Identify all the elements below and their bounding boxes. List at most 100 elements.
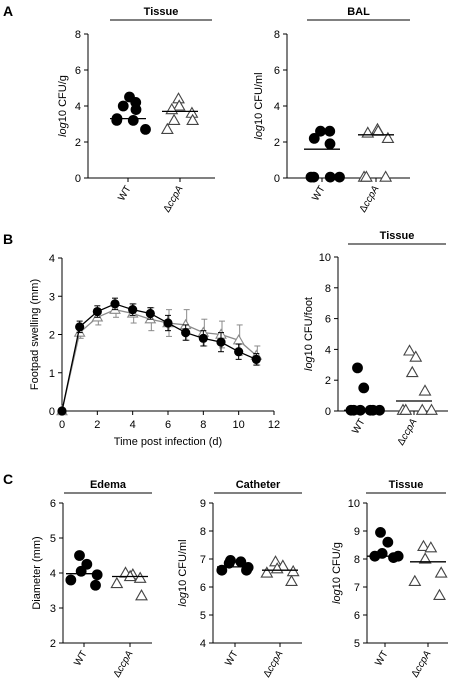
b-tissue-dccpA-point <box>405 365 419 378</box>
c-catheter-category-label: WT <box>223 649 240 668</box>
c-catheter-dccpA-point <box>269 555 282 567</box>
panel-letter-a: A <box>3 3 13 19</box>
c-tissue-WT-point <box>375 527 386 538</box>
b-series-point <box>57 406 67 416</box>
b-y-tick-label: 3 <box>49 291 55 303</box>
c-tissue-WT-point <box>382 536 394 548</box>
b-series-point <box>145 308 155 319</box>
c-tissue-dccpA-point <box>424 541 438 553</box>
b-tissue-plot: Tissue 0 2 4 6 8 10 log10 CFU/foot WT ΔccpA <box>303 230 448 448</box>
c-catheter-WT-point <box>241 564 252 576</box>
a-bal-WT-point <box>324 138 336 150</box>
b-series-point <box>234 347 244 357</box>
c-edema-y-tick-label: 3 <box>50 603 56 615</box>
c-tissue-y-tick-label: 5 <box>354 638 360 650</box>
a-tissue-category-label: ΔccpA <box>162 184 186 215</box>
b-series-point <box>251 354 261 364</box>
c-tissue-category-label: WT <box>373 649 390 668</box>
c-catheter-category-label: ΔccpA <box>262 649 286 680</box>
a-tissue-WT-point <box>111 114 123 126</box>
b-series-point <box>92 306 102 317</box>
c-edema-dccpA-point <box>135 589 148 601</box>
c-tissue-y-tick-label: 9 <box>354 526 360 538</box>
b-series-point <box>216 337 226 347</box>
a-tissue-plot: Tissue 0 2 4 6 8 log10 CFU/g WT ΔccpA <box>57 6 215 215</box>
b-x-tick-label: 8 <box>200 419 206 431</box>
panel-letter-c: C <box>3 471 13 487</box>
a-bal-dccpA-point <box>361 126 375 138</box>
c-edema-y-tick-label: 6 <box>50 498 56 510</box>
b-series-point <box>75 322 85 332</box>
c-tissue-WT-point <box>388 552 399 563</box>
a-tissue-dccpA-point <box>172 99 186 111</box>
a-tissue-WT-point <box>117 100 129 112</box>
b-tissue-y-tick-label: 2 <box>325 375 331 387</box>
panel-letter-b: B <box>3 231 13 247</box>
a-tissue-category-label: WT <box>116 184 133 203</box>
c-catheter-y-tick-label: 9 <box>200 498 206 510</box>
c-edema-dccpA-point <box>133 571 147 583</box>
a-bal-WT-point <box>308 171 320 183</box>
b-y-tick-label: 4 <box>49 253 55 265</box>
b-x-tick-label: 4 <box>130 419 136 431</box>
a-bal-category-label: ΔccpA <box>358 184 382 215</box>
c-catheter-dccpA-point <box>260 566 274 578</box>
c-edema-y-label: Diameter (mm) <box>31 536 43 609</box>
c-catheter-dccpA-point <box>285 574 298 587</box>
b-tissue-y-label: log10 CFU/foot <box>303 297 315 371</box>
b-tissue-WT-point <box>358 382 370 394</box>
b-y-tick-label: 1 <box>49 368 55 380</box>
c-edema-WT-point <box>90 579 101 591</box>
c-edema-WT-point <box>65 574 77 586</box>
c-edema-y-tick-label: 4 <box>50 568 56 580</box>
a-bal-y-tick-label: 2 <box>274 137 280 149</box>
c-catheter-y-tick-label: 7 <box>200 554 206 566</box>
c-catheter-plot: Catheter 4 5 6 7 8 9 log10 CFU/ml WT ΔccpA <box>177 479 302 680</box>
a-tissue-y-tick-label: 8 <box>75 29 81 41</box>
b-series-line <box>61 308 257 412</box>
a-tissue-WT-point <box>140 123 151 135</box>
b-y-tick-label: 2 <box>49 330 55 342</box>
c-catheter-y-tick-label: 5 <box>200 610 206 622</box>
a-tissue-y-tick-label: 2 <box>75 137 81 149</box>
b-x-tick-label: 0 <box>59 419 65 431</box>
c-edema-category-label: WT <box>72 649 89 668</box>
c-catheter-title: Catheter <box>236 479 281 491</box>
b-x-tick-label: 10 <box>233 419 245 431</box>
c-catheter-y-tick-label: 6 <box>200 582 206 594</box>
b-tissue-dccpA-point <box>418 384 432 396</box>
a-bal-dccpA-point <box>381 131 395 143</box>
b-tissue-y-tick-label: 4 <box>325 344 331 356</box>
b-tissue-dccpA-point <box>409 350 423 362</box>
a-bal-WT-point <box>324 125 336 137</box>
c-edema-WT-point <box>74 550 85 561</box>
c-edema-category-label: ΔccpA <box>112 649 136 680</box>
b-tissue-title: Tissue <box>380 230 415 242</box>
c-tissue-y-tick-label: 7 <box>354 582 360 594</box>
b-tissue-y-tick-label: 8 <box>325 283 331 295</box>
c-edema-plot: Edema 2 3 4 5 6 Diameter (mm) WT ΔccpA <box>31 479 152 680</box>
b-tissue-category-label: ΔccpA <box>396 417 420 448</box>
a-tissue-WT-point <box>130 104 142 115</box>
c-tissue-y-tick-label: 8 <box>354 554 360 566</box>
a-bal-WT-point <box>308 132 320 144</box>
c-catheter-WT-point <box>216 564 228 576</box>
a-tissue-title: Tissue <box>144 6 179 18</box>
b-series-point <box>163 318 173 328</box>
a-tissue-dccpA-point <box>160 122 174 134</box>
a-bal-y-tick-label: 6 <box>274 65 280 77</box>
a-tissue-dccpA-point <box>186 113 200 125</box>
a-tissue-dccpA-point <box>167 113 181 125</box>
c-edema-WT-point <box>75 565 87 577</box>
b-tissue-dccpA-point <box>415 403 429 415</box>
a-bal-title: BAL <box>347 6 370 18</box>
c-tissue-y-label: log10 CFU/g <box>331 542 343 604</box>
c-tissue-dccpA-point <box>418 552 432 564</box>
b-x-tick-label: 6 <box>165 419 171 431</box>
b-tissue-dccpA-point <box>425 403 438 415</box>
c-edema-y-tick-label: 5 <box>50 533 56 545</box>
c-edema-dccpA-point <box>110 576 124 589</box>
c-tissue-dccpA-point <box>417 539 430 552</box>
b-x-tick-label: 12 <box>268 419 280 431</box>
c-catheter-y-label: log10 CFU/ml <box>177 539 189 606</box>
